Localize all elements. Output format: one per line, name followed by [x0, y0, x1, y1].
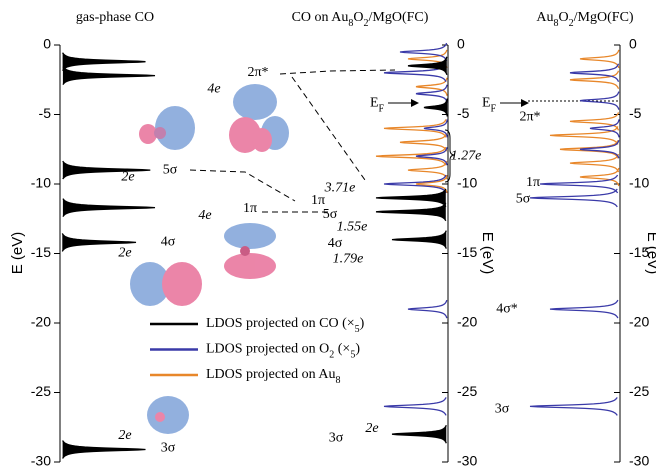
annotation: 4σ	[328, 236, 343, 251]
panel-title: CO on Au8O2/MgO(FC)	[292, 10, 429, 29]
ldos-peak	[580, 50, 619, 68]
annotation: 3.71e	[324, 180, 356, 195]
annotation: 2π*	[519, 109, 540, 124]
annotation: 1π	[243, 201, 257, 216]
ldos-peak	[530, 189, 617, 207]
ldos-peak	[530, 397, 617, 415]
ldos-peak	[400, 43, 447, 61]
y-tick-label: -10	[457, 175, 477, 191]
y-tick-label: -5	[39, 105, 52, 121]
ldos-peak	[550, 126, 618, 144]
ldos-peak	[384, 397, 446, 415]
annotation: 4σ	[161, 235, 176, 250]
y-tick-label: -10	[629, 175, 649, 191]
ldos-peak	[63, 67, 155, 85]
ldos-peak	[540, 175, 618, 193]
annotation: 1π	[311, 193, 325, 208]
ldos-peak	[590, 119, 619, 137]
annotation: 2e	[118, 428, 131, 443]
panel-title: gas-phase CO	[76, 10, 154, 25]
annotation: 4e	[207, 82, 220, 97]
y-tick-label: -30	[629, 453, 649, 469]
panel: CO on Au8O2/MgO(FC) E (eV) 0 -5 -10 -15 -20 -25…	[292, 10, 496, 468]
annotation: 3σ	[161, 440, 176, 455]
y-axis-label: E (eV)	[479, 232, 496, 275]
ldos-peak	[424, 99, 447, 117]
ldos-peak	[63, 441, 146, 459]
ldos-peak	[63, 199, 155, 217]
annotation: 5σ	[323, 207, 338, 222]
annotation: 1.79e	[333, 251, 364, 266]
y-tick-label: -5	[457, 105, 470, 121]
figure: gas-phase CO E (eV) 0 -5 -10 -15 -20 -25 -30 2π* 4…	[0, 0, 656, 469]
panel: gas-phase CO E (eV) 0 -5 -10 -15 -20 -25 -30 2π* 4…	[9, 10, 365, 468]
ldos-peak	[560, 140, 618, 158]
y-tick-label: -30	[31, 453, 51, 469]
annotation: EF	[370, 96, 385, 115]
y-tick-label: -15	[457, 244, 477, 260]
legend-label: LDOS projected on Au8	[206, 367, 340, 386]
panel: Au8O2/MgO(FC) E (eV) 0 -5 -10 -15 -20 -25 -30 EF 2…	[482, 10, 656, 468]
annotation: 5σ	[163, 162, 178, 177]
ldos-peak	[570, 154, 619, 172]
panel-title: Au8O2/MgO(FC)	[536, 10, 633, 29]
y-tick-label: -20	[31, 314, 51, 330]
annotation: 2e	[121, 169, 134, 184]
ldos-peak	[580, 168, 619, 186]
annotation: 2π*	[247, 65, 268, 80]
ldos-peak	[63, 53, 146, 71]
annotation: EF	[482, 96, 497, 115]
y-tick-label: 0	[457, 36, 465, 52]
ldos-peak	[63, 161, 151, 179]
y-tick-label: -25	[31, 383, 51, 399]
legend-label: LDOS projected on CO (×5)	[206, 316, 365, 335]
annotation: 4e	[198, 208, 211, 223]
y-tick-label: -15	[629, 244, 649, 260]
annotation: 3σ	[329, 431, 344, 446]
annotation: 2e	[118, 246, 131, 261]
annotation: 3σ	[495, 401, 510, 416]
y-tick-label: 0	[629, 36, 637, 52]
ldos-peak	[376, 147, 446, 165]
y-tick-label: -25	[629, 383, 649, 399]
y-axis-label: E (eV)	[9, 232, 26, 275]
ldos-peak	[384, 175, 446, 193]
y-tick-label: -20	[629, 314, 649, 330]
y-tick-label: -25	[457, 383, 477, 399]
y-tick-label: 0	[43, 36, 51, 52]
annotation: 4σ*	[496, 301, 518, 316]
ldos-peak	[408, 161, 447, 179]
annotation: 1.27e	[451, 148, 482, 163]
y-tick-label: -10	[31, 175, 51, 191]
ldos-peak	[384, 119, 446, 137]
ldos-peak	[416, 147, 447, 165]
ldos-peak	[580, 140, 619, 158]
y-tick-label: -15	[31, 244, 51, 260]
ldos-peak	[392, 425, 446, 443]
annotation: 1π	[526, 175, 540, 190]
legend-label: LDOS projected on O2 (×5)	[206, 342, 360, 361]
ldos-peak	[392, 231, 446, 249]
ldos-peak	[376, 203, 446, 221]
ldos-peak	[550, 300, 618, 318]
ldos-peak	[376, 189, 446, 207]
annotation: 5σ	[516, 192, 531, 207]
y-tick-label: -30	[457, 453, 477, 469]
ldos-peak	[400, 133, 447, 151]
y-tick-label: -5	[629, 105, 642, 121]
y-tick-label: -20	[457, 314, 477, 330]
ldos-peak	[408, 300, 447, 318]
annotation: 1.55e	[337, 219, 368, 234]
annotation: 2e	[365, 421, 378, 436]
